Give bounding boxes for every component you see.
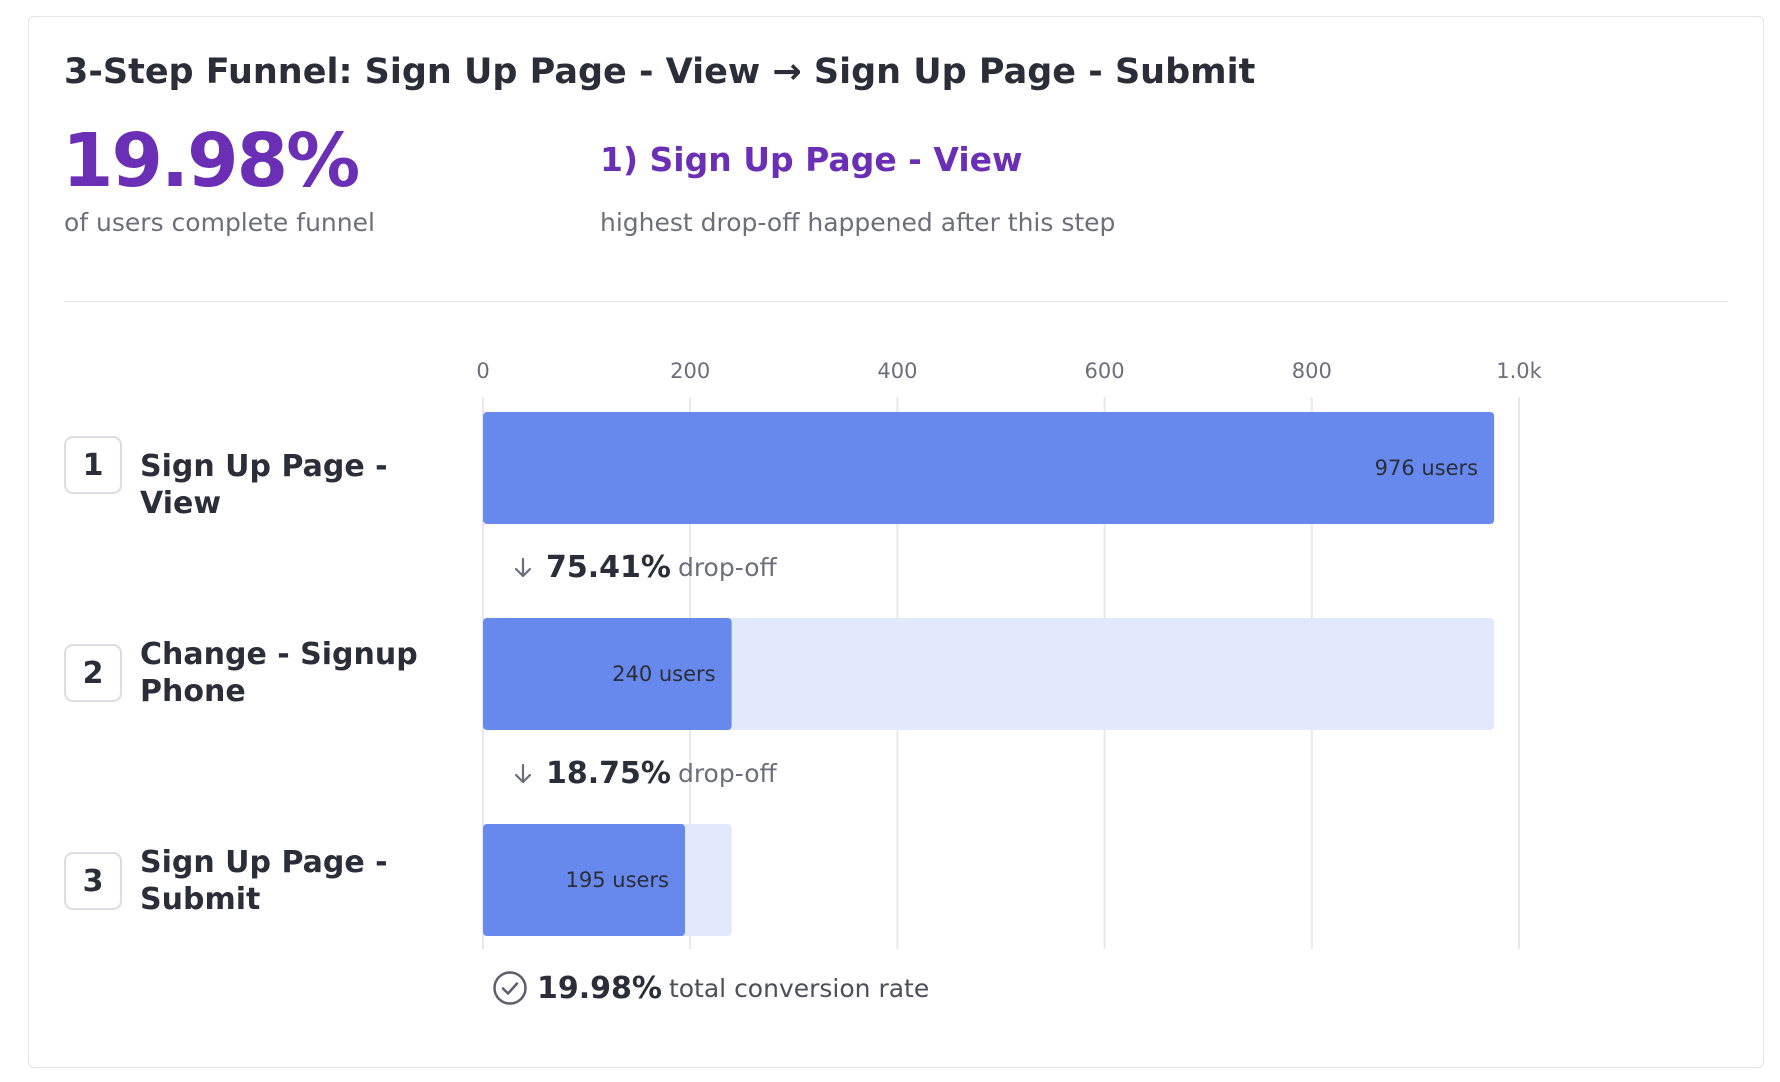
dropoff-label: drop-off xyxy=(677,553,777,582)
step-bar xyxy=(483,618,732,730)
bar-value-label: 976 users xyxy=(1375,456,1479,480)
bar-value-label: 195 users xyxy=(566,868,670,892)
highest-dropoff-caption: highest drop-off happened after this ste… xyxy=(600,208,1116,237)
dropoff-percentage: 75.41% xyxy=(546,550,671,585)
arrow-down-icon xyxy=(512,556,534,580)
dropoff-indicator: 75.41% drop-off xyxy=(512,550,777,585)
funnel-card xyxy=(28,16,1764,1068)
previous-step-bar xyxy=(483,618,1495,730)
total-conversion-rate: 19.98% total conversion rate xyxy=(492,970,929,1006)
step-number-badge: 2 xyxy=(64,644,122,702)
step-bar xyxy=(483,824,686,936)
step-bar xyxy=(483,412,1495,524)
section-divider xyxy=(64,301,1728,302)
step-name: Sign Up Page - View xyxy=(140,449,388,521)
completion-rate-value: 19.98% xyxy=(62,118,360,204)
dropoff-label: drop-off xyxy=(677,759,777,788)
chart-title: 3-Step Funnel: Sign Up Page - View → Sig… xyxy=(64,52,1256,92)
conversion-percentage: 19.98% xyxy=(537,970,662,1006)
bar-value-label: 240 users xyxy=(612,662,716,686)
step-number-badge: 3 xyxy=(64,852,122,910)
x-tick-label: 400 xyxy=(877,359,917,383)
completion-rate-caption: of users complete funnel xyxy=(64,208,375,237)
x-tick-label: 200 xyxy=(670,359,710,383)
x-tick-label: 0 xyxy=(476,359,489,383)
x-tick-label: 600 xyxy=(1085,359,1125,383)
step-name: Change - Signup Phone xyxy=(140,637,418,709)
x-tick-label: 800 xyxy=(1292,359,1332,383)
check-circle-icon xyxy=(492,970,528,1006)
step-number-badge: 1 xyxy=(64,436,122,494)
x-tick-label: 1.0k xyxy=(1496,359,1542,383)
step-name: Sign Up Page - Submit xyxy=(140,845,388,917)
highest-dropoff-step-link[interactable]: 1) Sign Up Page - View xyxy=(600,140,1023,179)
dropoff-indicator: 18.75% drop-off xyxy=(512,756,777,791)
dropoff-percentage: 18.75% xyxy=(546,756,671,791)
arrow-down-icon xyxy=(512,762,534,786)
conversion-label: total conversion rate xyxy=(668,973,930,1003)
